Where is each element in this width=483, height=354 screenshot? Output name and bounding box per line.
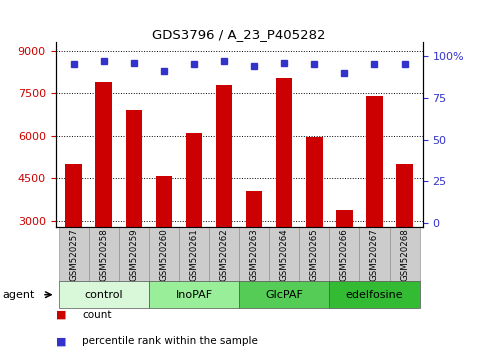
- FancyBboxPatch shape: [149, 227, 179, 281]
- Text: GSM520266: GSM520266: [340, 228, 349, 281]
- Bar: [126, 110, 142, 306]
- Text: GSM520259: GSM520259: [129, 228, 138, 281]
- Text: GlcPAF: GlcPAF: [265, 290, 303, 300]
- FancyBboxPatch shape: [329, 281, 420, 308]
- Text: GSM520261: GSM520261: [189, 228, 199, 281]
- FancyBboxPatch shape: [209, 227, 239, 281]
- Text: ■: ■: [56, 310, 66, 320]
- Text: GSM520262: GSM520262: [220, 228, 228, 281]
- Text: InoPAF: InoPAF: [175, 290, 213, 300]
- Bar: [156, 176, 172, 306]
- FancyBboxPatch shape: [89, 227, 119, 281]
- Bar: [366, 96, 383, 306]
- Title: GDS3796 / A_23_P405282: GDS3796 / A_23_P405282: [152, 28, 326, 41]
- FancyBboxPatch shape: [179, 227, 209, 281]
- Bar: [276, 78, 293, 306]
- Text: agent: agent: [2, 290, 35, 300]
- FancyBboxPatch shape: [239, 227, 269, 281]
- Text: GSM520258: GSM520258: [99, 228, 108, 281]
- Text: ■: ■: [56, 336, 66, 346]
- Bar: [216, 85, 232, 306]
- Text: GSM520263: GSM520263: [250, 228, 258, 281]
- Bar: [306, 137, 323, 306]
- Text: edelfosine: edelfosine: [346, 290, 403, 300]
- FancyBboxPatch shape: [119, 227, 149, 281]
- FancyBboxPatch shape: [239, 281, 329, 308]
- Text: GSM520267: GSM520267: [370, 228, 379, 281]
- Bar: [185, 133, 202, 306]
- Text: GSM520257: GSM520257: [69, 228, 78, 281]
- Text: GSM520260: GSM520260: [159, 228, 169, 281]
- FancyBboxPatch shape: [389, 227, 420, 281]
- FancyBboxPatch shape: [269, 227, 299, 281]
- Bar: [246, 191, 262, 306]
- FancyBboxPatch shape: [149, 281, 239, 308]
- Bar: [96, 82, 112, 306]
- Text: GSM520268: GSM520268: [400, 228, 409, 281]
- Bar: [396, 164, 413, 306]
- FancyBboxPatch shape: [299, 227, 329, 281]
- Bar: [65, 164, 82, 306]
- Text: GSM520265: GSM520265: [310, 228, 319, 281]
- FancyBboxPatch shape: [58, 281, 149, 308]
- FancyBboxPatch shape: [359, 227, 389, 281]
- FancyBboxPatch shape: [58, 227, 89, 281]
- Text: percentile rank within the sample: percentile rank within the sample: [82, 336, 258, 346]
- Text: GSM520264: GSM520264: [280, 228, 289, 281]
- Text: control: control: [85, 290, 123, 300]
- Text: count: count: [82, 310, 112, 320]
- Bar: [336, 210, 353, 306]
- FancyBboxPatch shape: [329, 227, 359, 281]
